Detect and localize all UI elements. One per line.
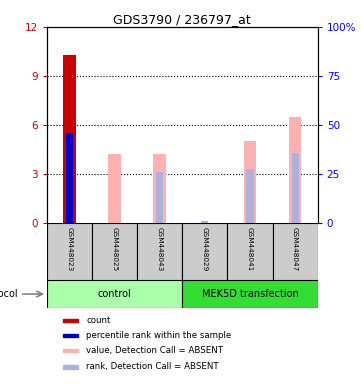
Bar [182,223,227,280]
Bar [156,172,163,223]
Bar [63,334,78,338]
Bar [92,223,137,280]
Bar [63,349,78,353]
Text: count: count [86,316,110,325]
Text: GSM448047: GSM448047 [292,227,298,271]
Bar [137,223,182,280]
Bar [63,319,78,323]
Text: value, Detection Call = ABSENT: value, Detection Call = ABSENT [86,346,223,355]
Text: protocol: protocol [0,289,18,299]
Bar [182,280,318,308]
Bar [246,169,253,223]
Text: GSM448025: GSM448025 [112,227,118,271]
Title: GDS3790 / 236797_at: GDS3790 / 236797_at [113,13,251,26]
Bar [63,55,76,223]
Bar [66,133,73,223]
Bar [201,221,209,223]
Text: control: control [98,289,131,299]
Text: GSM448041: GSM448041 [247,227,253,271]
Text: GSM448023: GSM448023 [66,227,73,271]
Bar [289,117,301,223]
Bar [273,223,318,280]
Bar [227,223,273,280]
Bar [63,365,78,369]
Bar [47,280,182,308]
Bar [108,154,121,223]
Text: GSM448043: GSM448043 [157,227,163,271]
Bar [153,154,166,223]
Bar [47,223,92,280]
Text: MEK5D transfection: MEK5D transfection [201,289,299,299]
Bar [244,141,256,223]
Text: GSM448029: GSM448029 [202,227,208,271]
Text: percentile rank within the sample: percentile rank within the sample [86,331,231,340]
Text: rank, Detection Call = ABSENT: rank, Detection Call = ABSENT [86,362,219,371]
Bar [292,153,299,223]
